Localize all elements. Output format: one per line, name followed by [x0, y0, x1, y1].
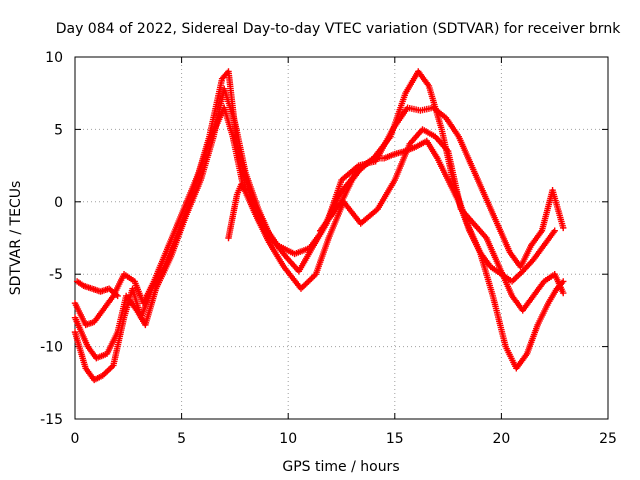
- x-tick-label: 20: [492, 431, 510, 447]
- chart-title: Day 084 of 2022, Sidereal Day-to-day VTE…: [56, 21, 621, 37]
- x-tick-label: 25: [599, 431, 617, 447]
- data-marks: [71, 68, 567, 384]
- data-point: [114, 292, 121, 300]
- y-tick-label: 0: [54, 195, 63, 211]
- plot-frame: [74, 56, 609, 420]
- x-tick-label: 15: [386, 431, 404, 447]
- x-axis-title: GPS time / hours: [282, 459, 399, 475]
- y-tick-label: -10: [40, 340, 63, 356]
- data-point: [242, 187, 249, 194]
- data-point: [113, 291, 120, 298]
- y-axis-title: SDTVAR / TECUs: [8, 181, 24, 296]
- data-point: [560, 289, 567, 297]
- axis-ticks: 0 5 10 15 20 25 -15 -10 -5 0 5 10: [40, 50, 617, 447]
- y-tick-label: 10: [45, 50, 63, 66]
- grid: [75, 57, 608, 419]
- y-tick-label: -5: [49, 267, 63, 283]
- x-tick-label: 5: [177, 431, 186, 447]
- data-point: [560, 224, 567, 232]
- data-point: [551, 227, 558, 234]
- y-tick-label: -15: [40, 412, 63, 428]
- y-tick-label: 5: [54, 122, 63, 138]
- x-tick-label: 10: [279, 431, 297, 447]
- x-tick-label: 0: [71, 431, 80, 447]
